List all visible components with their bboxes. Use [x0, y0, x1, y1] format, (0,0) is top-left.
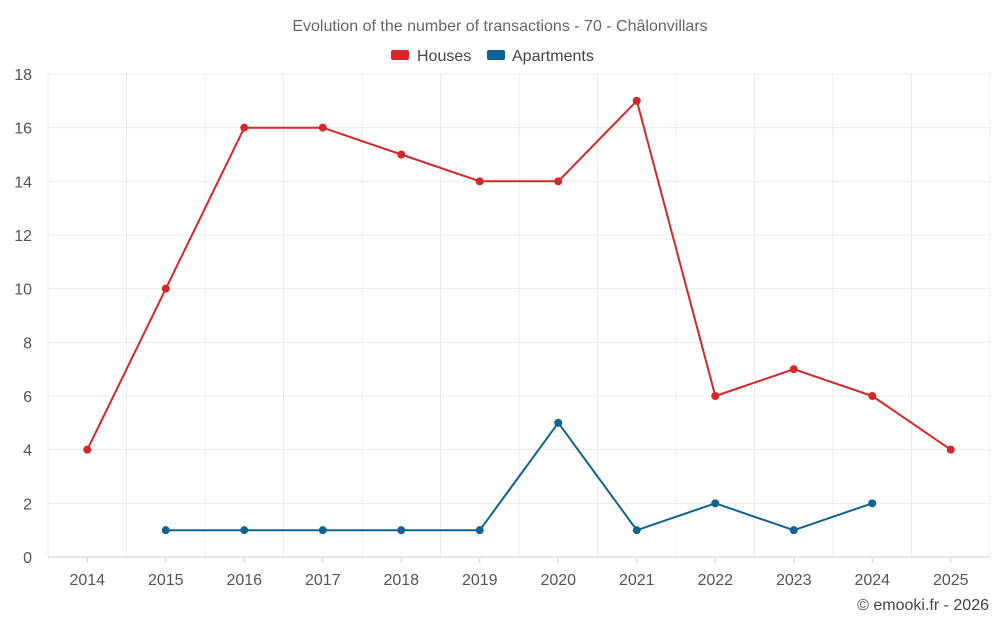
x-tick-label: 2014 [69, 572, 105, 589]
data-point-houses[interactable] [632, 96, 641, 105]
data-point-apartments[interactable] [554, 418, 563, 427]
legend-swatch-houses [391, 50, 409, 60]
data-point-apartments[interactable] [318, 526, 327, 535]
chart-title: Evolution of the number of transactions … [292, 18, 707, 35]
data-point-houses[interactable] [789, 365, 798, 374]
x-tick-label: 2019 [462, 572, 498, 589]
axes: 0 2 4 6 8 10 12 14 16 18 2014 2015 2016 2017 2018 2019 2… [14, 67, 990, 589]
x-tick-label: 2020 [540, 572, 576, 589]
credit-text: © emooki.fr - 2026 [857, 597, 989, 614]
y-tick-label: 8 [23, 335, 32, 352]
series-line-apartments [165, 421, 873, 532]
x-tick-label: 2016 [226, 572, 262, 589]
legend-label-apartments[interactable]: Apartments [512, 48, 594, 65]
data-point-apartments[interactable] [161, 526, 170, 535]
data-point-apartments[interactable] [397, 526, 406, 535]
data-point-houses[interactable] [711, 392, 720, 400]
x-tick-label: 2022 [697, 572, 733, 589]
data-point-houses[interactable] [554, 177, 563, 186]
y-tick-label: 12 [14, 228, 32, 245]
legend-swatch-apartments [487, 50, 505, 60]
data-point-houses[interactable] [240, 123, 249, 132]
data-point-apartments[interactable] [632, 526, 641, 535]
series-line-houses [86, 99, 952, 451]
y-tick-label: 2 [23, 496, 32, 513]
data-point-houses[interactable] [318, 123, 327, 132]
data-point-houses[interactable] [475, 177, 484, 186]
y-tick-label: 18 [14, 67, 32, 84]
y-tick-label: 0 [23, 550, 32, 567]
data-point-houses[interactable] [83, 445, 92, 454]
x-tick-label: 2025 [933, 572, 969, 589]
y-tick-label: 10 [14, 282, 32, 299]
x-tick-label: 2021 [619, 572, 655, 589]
legend-label-houses[interactable]: Houses [417, 48, 471, 65]
y-tick-label: 16 [14, 121, 32, 138]
x-tick-label: 2024 [854, 572, 890, 589]
data-point-houses[interactable] [161, 284, 170, 293]
data-point-houses[interactable] [946, 445, 955, 454]
x-tick-label: 2017 [305, 572, 341, 589]
series-layer [83, 96, 955, 535]
y-tick-label: 14 [14, 174, 32, 191]
y-tick-label: 4 [23, 443, 32, 460]
data-point-houses[interactable] [868, 392, 877, 400]
x-tick-label: 2018 [383, 572, 419, 589]
y-tick-label: 6 [23, 389, 32, 406]
data-point-apartments[interactable] [475, 526, 484, 535]
data-point-houses[interactable] [397, 150, 406, 159]
x-tick-label: 2015 [148, 572, 184, 589]
data-point-apartments[interactable] [868, 499, 877, 508]
data-point-apartments[interactable] [711, 499, 720, 508]
grid [47, 73, 991, 558]
x-tick-label: 2023 [776, 572, 812, 589]
legend: Houses Apartments [391, 48, 594, 65]
data-point-apartments[interactable] [789, 526, 798, 535]
data-point-apartments[interactable] [240, 526, 249, 535]
